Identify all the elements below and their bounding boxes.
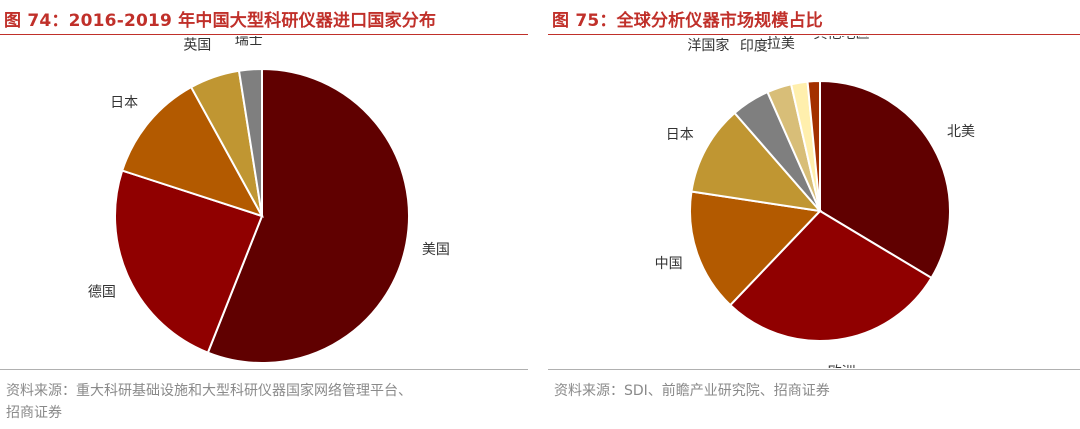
pie-slice-8 [806,79,821,212]
slice-label-6: 印度 [740,39,768,55]
source-rule [548,369,1080,370]
pie-slice-4 [690,111,823,213]
slice-label-1: 北美 [947,124,975,140]
source-line-1: 资料来源：SDI、前瞻产业研究院、招商证券 [554,383,830,399]
slice-label-7: 拉美 [767,36,795,52]
pie-slice-3 [120,85,265,218]
panel-import-distribution: 图 74：2016-2019 年中国大型科研仪器进口国家分布 美国德国 日本 英国 瑞… [0,0,528,429]
slice-label-2: 德国 [88,284,116,300]
pie-slice-2 [114,169,264,354]
title-rule [0,34,528,35]
slice-label-5: 瑞士 [235,36,263,49]
pie-slice-2 [728,209,933,342]
slice-label-8: 其他地区 [813,36,869,42]
chart-title: 图 74：2016-2019 年中国大型科研仪器进口国家分布 [4,11,437,31]
source-rule [0,369,528,370]
chart-title: 图 75：全球分析仪器市场规模占比 [552,11,823,31]
panel-market-share: 图 75：全球分析仪器市场规模占比 北美欧洲 中国 日本 其余环太平洋国家印度拉美 其他… [548,0,1080,429]
pie-slice-1 [206,67,410,364]
slice-label-4: 英国 [183,36,211,53]
slice-label-4: 日本 [666,127,694,143]
slice-label-5: 其余环太平洋国家 [673,36,743,54]
pie-slice-3 [689,190,823,307]
title-rule [548,34,1080,35]
pie-slice-5 [237,67,263,217]
source-note: 资料来源：重大科研基础设施和大型科研仪器国家网络管理平台、 招商证券 [6,380,412,424]
slice-label-1: 美国 [422,242,450,258]
slice-label-2: 欧洲 [828,365,856,368]
source-line-2: 招商证券 [6,405,62,421]
source-note: 资料来源：SDI、前瞻产业研究院、招商证券 [554,380,830,402]
pie-slice-1 [819,79,951,280]
slice-label-3: 日本 [110,95,138,111]
pie-chart-market-share: 北美欧洲 中国 日本 其余环太平洋国家印度拉美 其他地区 [655,36,975,368]
slice-label-3: 中国 [655,256,683,272]
source-line-1: 资料来源：重大科研基础设施和大型科研仪器国家网络管理平台、 [6,383,412,399]
